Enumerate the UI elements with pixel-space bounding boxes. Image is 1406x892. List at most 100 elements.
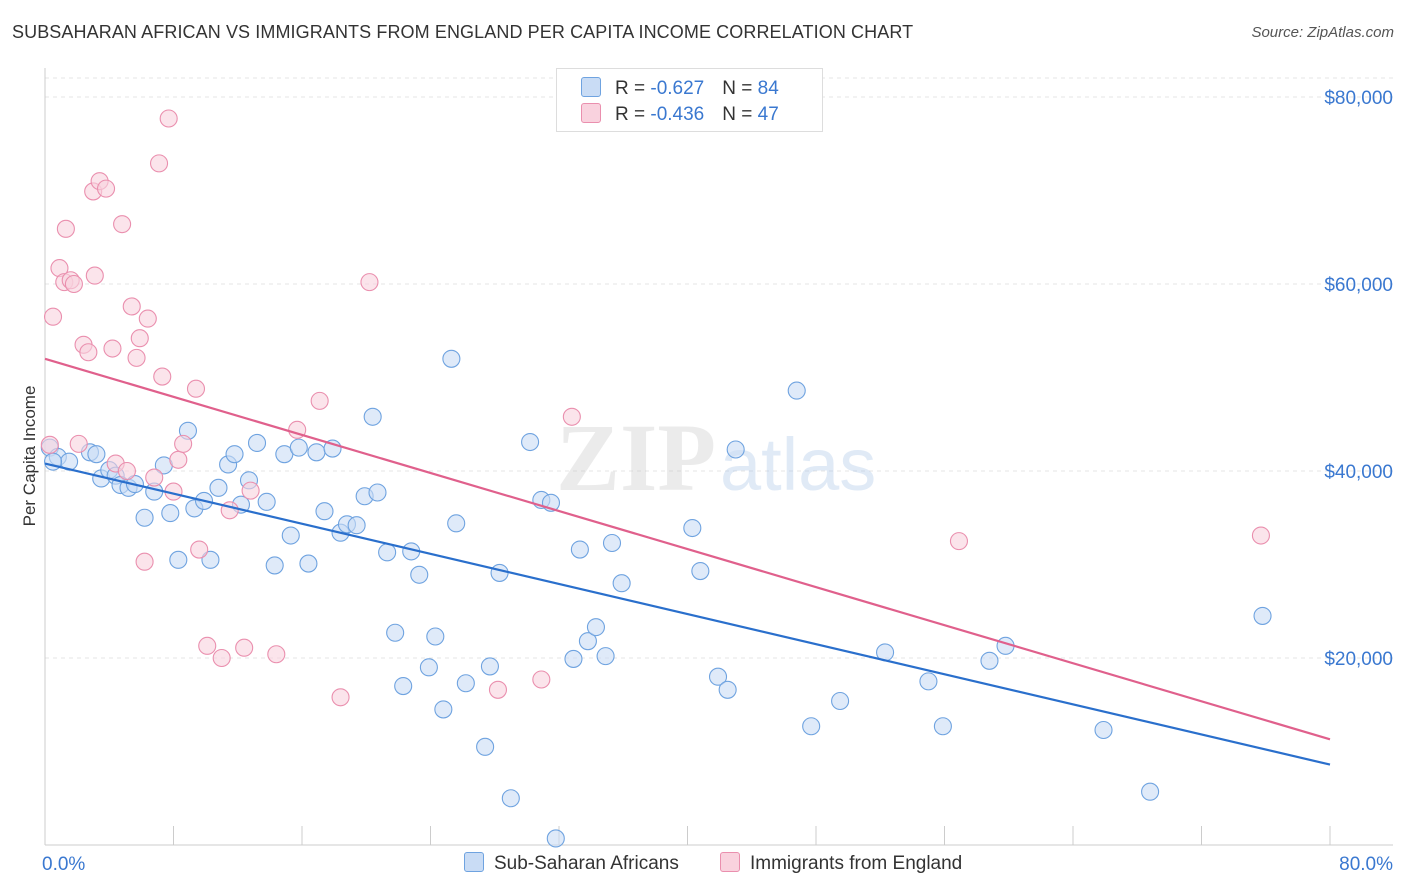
point-england [186,379,206,398]
point-sub-saharan [257,492,276,511]
point-sub-saharan [726,440,745,459]
point-sub-saharan [501,789,520,808]
point-sub-saharan [570,540,589,559]
point-sub-saharan [225,445,244,464]
legend-n-label: N = [722,78,758,99]
point-sub-saharan [209,478,228,497]
point-sub-saharan [281,526,300,545]
legend-r-label: R = [615,104,651,125]
point-sub-saharan [564,649,583,668]
gridlines [45,77,1393,659]
point-england [117,461,136,481]
point-england [310,391,329,410]
point-england [153,367,172,386]
point-sub-saharan [347,516,366,535]
point-sub-saharan [1094,720,1113,740]
point-sub-saharan [169,550,188,569]
data-points [40,109,1272,848]
point-sub-saharan [135,508,154,527]
point-sub-saharan [386,623,405,642]
point-england [122,297,141,316]
tick-labels: $20,000 $40,000 $60,000 $80,000 0.0% 80.0% [42,88,1393,875]
bottom-legend-sub-saharan: Sub-Saharan Africans [464,852,679,875]
x-tick-label: 0.0% [42,854,85,875]
point-sub-saharan [586,618,605,637]
y-tick-label: $60,000 [1324,275,1393,296]
y-tick-label: $40,000 [1324,462,1393,483]
point-sub-saharan [802,717,821,736]
legend-r-label: R = [615,78,651,99]
y-tick-label: $80,000 [1324,88,1393,109]
legend-r-value: -0.436 [650,104,705,125]
point-england [235,638,254,657]
point-sub-saharan [602,533,622,553]
point-sub-saharan [161,504,180,523]
point-sub-saharan [1253,606,1272,625]
point-sub-saharan [476,737,495,756]
point-england [169,450,188,469]
point-sub-saharan [578,632,597,651]
point-england [174,434,193,453]
point-england [85,266,104,285]
point-sub-saharan [289,438,308,457]
trend-line-england [44,357,1331,741]
point-sub-saharan [490,563,509,582]
point-sub-saharan [691,561,710,581]
legend-n-value: 47 [757,104,779,125]
legend-row-sub-saharan: R = -0.627 N = 84 [581,77,779,101]
point-england [532,670,551,689]
point-england [138,309,157,328]
trend-lines [44,357,1331,766]
point-england [360,273,379,292]
point-england [488,680,508,699]
axes [44,68,1393,846]
point-england [1251,526,1270,545]
point-england [135,552,154,571]
point-sub-saharan [419,658,438,677]
point-sub-saharan [410,565,429,584]
x-tick-label: 80.0% [1339,854,1393,875]
bottom-legend-label: Immigrants from England [750,853,963,874]
point-sub-saharan [378,543,397,562]
bottom-legend-swatch-pink [720,852,740,872]
point-sub-saharan [933,717,952,736]
stats-legend: R = -0.627 N = 84 R = -0.436 N = 47 [556,68,823,132]
chart-title: SUBSAHARAN AFRICAN VS IMMIGRANTS FROM EN… [12,22,914,42]
point-england [145,468,164,487]
point-sub-saharan [265,556,284,575]
point-england [212,648,231,668]
watermark-zip: ZIP [556,404,716,511]
legend-n-label: N = [722,104,758,125]
bottom-legend-swatch-blue [464,852,484,872]
point-england [159,109,178,128]
point-sub-saharan [247,433,267,453]
point-sub-saharan [426,627,445,646]
point-england [113,215,132,234]
point-sub-saharan [708,667,728,686]
legend-r-value: -0.627 [650,78,705,99]
legend-swatch-pink [581,103,601,123]
point-england [103,339,122,358]
point-england [96,179,116,198]
point-england [949,532,969,551]
point-england [40,435,59,454]
point-sub-saharan [307,443,326,462]
point-england [198,636,217,655]
trend-line-sub-saharan [44,462,1331,766]
y-tick-label: $20,000 [1324,649,1393,670]
point-sub-saharan [368,483,387,502]
point-sub-saharan [718,680,737,699]
point-sub-saharan [480,657,499,676]
point-sub-saharan [299,554,318,573]
point-sub-saharan [456,674,475,693]
point-sub-saharan [521,432,540,452]
point-england [43,307,63,326]
point-sub-saharan [831,691,850,711]
chart-source: Source: ZipAtlas.com [1251,24,1394,41]
point-england [331,688,350,707]
point-england [130,329,149,348]
point-sub-saharan [394,676,413,696]
bottom-legend-label: Sub-Saharan Africans [494,853,679,874]
point-sub-saharan [980,651,999,670]
